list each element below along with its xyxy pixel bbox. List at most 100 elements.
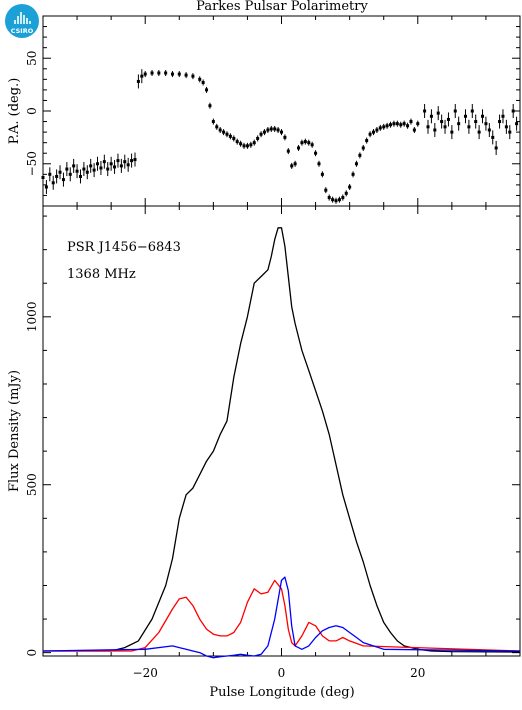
- total-intensity-line: [43, 227, 521, 653]
- x-tick-label: 20: [410, 666, 425, 680]
- pa-point: [450, 130, 454, 134]
- pa-point: [481, 114, 485, 118]
- pa-point: [498, 120, 502, 124]
- pa-point: [382, 125, 386, 129]
- pa-point: [395, 122, 399, 126]
- pa-point: [351, 172, 355, 176]
- pa-point: [184, 73, 188, 77]
- pa-point: [402, 122, 406, 126]
- pa-point: [55, 174, 59, 178]
- pa-point: [515, 122, 519, 126]
- pa-point: [293, 162, 297, 166]
- pa-point: [436, 111, 440, 115]
- pa-point: [215, 125, 219, 129]
- pa-point: [65, 167, 69, 171]
- pa-panel: −50 0 50 P.A. (deg.): [7, 15, 521, 207]
- pa-point: [208, 104, 212, 108]
- pa-point: [501, 114, 505, 118]
- pa-point: [494, 146, 498, 150]
- pa-point: [82, 167, 86, 171]
- pa-point: [303, 140, 307, 144]
- pa-point: [41, 176, 45, 179]
- x-tick-labels: −20 0 20: [133, 666, 426, 680]
- pa-point: [300, 141, 304, 145]
- pa-point: [51, 181, 55, 185]
- flux-series-lines: [42, 227, 521, 659]
- pa-point: [286, 149, 290, 153]
- pa-point: [385, 124, 389, 128]
- pa-point: [433, 128, 437, 132]
- pa-point: [341, 196, 345, 200]
- csiro-logo-bars-icon: [14, 12, 31, 24]
- pa-point: [85, 170, 89, 174]
- csiro-logo-text: CSIRO: [11, 27, 34, 35]
- pa-point: [239, 142, 243, 146]
- pa-point: [467, 125, 471, 129]
- flux-y-tick-label: 0: [25, 649, 39, 657]
- pa-point: [72, 164, 76, 168]
- pa-point: [508, 130, 512, 134]
- pa-point: [361, 146, 365, 150]
- circular-polarization-line: [42, 576, 521, 659]
- csiro-logo-circle: [5, 4, 39, 38]
- pa-point: [58, 170, 62, 174]
- pa-point: [283, 135, 287, 139]
- pa-point: [75, 169, 79, 173]
- pa-point: [123, 160, 127, 164]
- pa-point: [92, 168, 96, 172]
- pa-point: [297, 146, 301, 150]
- chart-title: Parkes Pulsar Polarimetry: [196, 0, 368, 14]
- pa-point: [106, 167, 110, 171]
- pa-point: [143, 72, 147, 76]
- pa-point: [474, 120, 478, 124]
- pa-point: [280, 130, 283, 134]
- pa-point: [426, 125, 430, 129]
- pa-point: [429, 114, 433, 118]
- pa-point: [119, 164, 123, 168]
- pa-panel-frame: [42, 15, 521, 207]
- pa-point: [375, 128, 379, 132]
- pa-point: [245, 144, 249, 148]
- pa-point: [487, 128, 491, 132]
- pa-point: [252, 141, 256, 145]
- pa-point: [348, 185, 352, 189]
- pa-point: [242, 144, 246, 148]
- pa-point: [368, 132, 372, 136]
- pa-y-tick-label: 50: [25, 51, 39, 66]
- pa-point: [235, 140, 239, 144]
- pa-point: [389, 123, 393, 127]
- pa-point: [484, 122, 488, 126]
- pa-point: [354, 162, 358, 166]
- pa-error-bars: [42, 69, 518, 204]
- csiro-logo: CSIRO: [5, 4, 39, 38]
- pa-point: [232, 136, 236, 140]
- flux-y-axis-label: Flux Density (mJy): [7, 370, 22, 492]
- pa-point: [113, 165, 117, 169]
- flux-axis-ticks: [42, 206, 521, 656]
- pa-point: [61, 178, 65, 182]
- pa-point: [262, 130, 266, 134]
- pa-point: [457, 122, 461, 126]
- pa-point: [164, 71, 168, 75]
- pa-point: [344, 191, 348, 195]
- pa-point: [273, 127, 277, 131]
- pa-point: [116, 159, 120, 163]
- psr-name-annotation: PSR J1456−6843: [67, 240, 181, 255]
- pa-point: [198, 77, 202, 81]
- pa-axis-ticks: [42, 15, 521, 207]
- pa-point: [358, 153, 362, 157]
- pa-point: [406, 124, 410, 128]
- pa-point: [511, 109, 515, 113]
- pa-point: [491, 135, 495, 139]
- pa-point: [463, 114, 467, 118]
- x-tick-label: −20: [133, 666, 158, 680]
- pa-point: [177, 72, 181, 76]
- pa-point: [266, 128, 270, 132]
- pa-y-axis-label: P.A. (deg.): [7, 78, 22, 145]
- pa-point: [409, 120, 413, 124]
- pa-point: [211, 120, 215, 124]
- pa-point: [504, 125, 508, 129]
- frequency-annotation: 1368 MHz: [67, 267, 136, 282]
- pa-y-tick-label: −50: [25, 151, 39, 176]
